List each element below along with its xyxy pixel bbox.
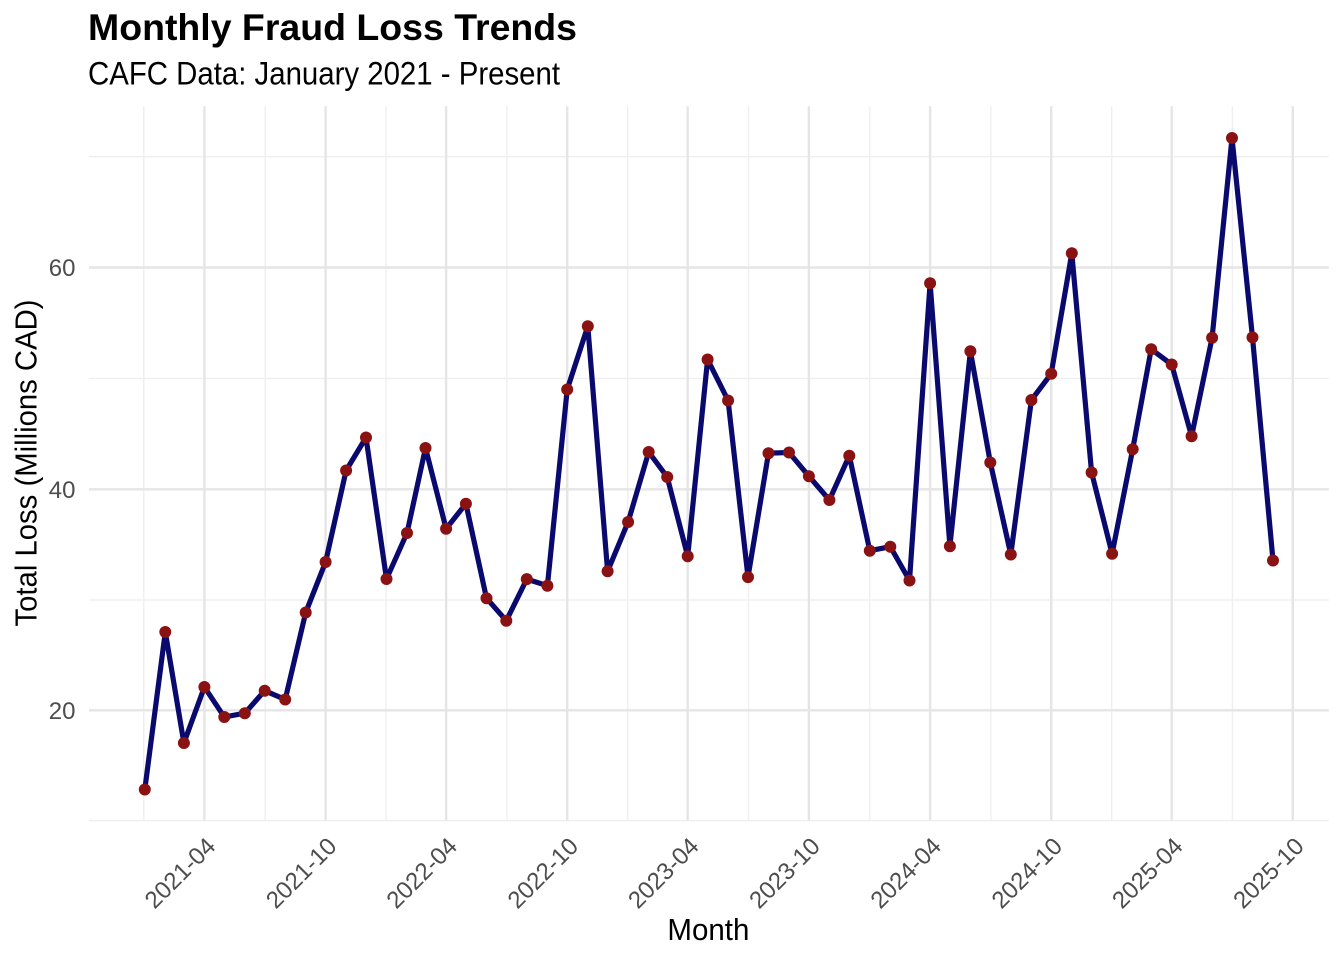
svg-text:CAFC Data: January 2021 - Pres: CAFC Data: January 2021 - Present — [88, 55, 560, 91]
svg-text:40: 40 — [49, 477, 76, 504]
svg-text:Total Loss (Millions CAD): Total Loss (Millions CAD) — [9, 300, 44, 627]
svg-text:20: 20 — [49, 698, 76, 725]
svg-text:Month: Month — [667, 912, 749, 947]
svg-text:60: 60 — [49, 255, 76, 282]
svg-text:Monthly Fraud Loss Trends: Monthly Fraud Loss Trends — [88, 7, 577, 48]
